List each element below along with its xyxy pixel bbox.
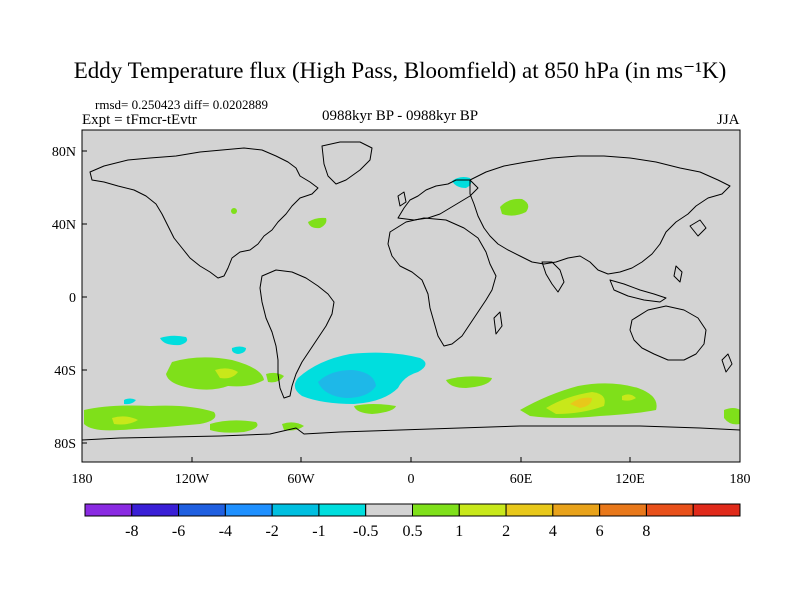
lon-label: 180 [72,472,93,487]
anomaly-south-atlantic-green [446,376,492,388]
anomaly-pacific-cyan-1 [160,335,188,346]
lon-label: 120W [175,472,210,487]
colorbar-box [692,503,741,517]
colorbar-box [505,503,554,517]
season-label: JJA [717,112,740,128]
colorbar-box [365,503,414,517]
colorbar-box [318,503,367,517]
anomaly-southern-ocean-cyan [124,398,136,405]
colorbar-box [412,503,460,517]
anomaly-south-pacific-2 [266,372,284,383]
colorbar-label: 4 [549,523,557,540]
colorbar-label: -1 [312,523,325,540]
plot-title: Eddy Temperature flux (High Pass, Bloomf… [73,58,727,83]
lat-label: 0 [69,291,76,306]
colorbar-label: -6 [172,523,185,540]
colorbar-box [599,503,647,517]
colorbar-box [178,503,226,517]
anomaly-north-atlantic [308,217,327,229]
colorbar-label: -0.5 [353,523,378,540]
colorbar-box [645,503,694,517]
lat-label: 40S [54,364,76,379]
lon-label: 120E [615,472,645,487]
anomaly-pacific-cyan-2 [231,346,246,354]
lat-label: 40N [52,218,76,233]
coast-greenland [321,141,373,185]
anomaly-south-atlantic-green-2 [354,404,396,414]
coast-australia [629,305,707,361]
lat-labels: 80N 40N 0 40S 80S [52,145,76,452]
anomaly-siberia [500,198,529,216]
colorbar-label: 1 [455,523,463,540]
anomaly-na-dot [231,208,237,214]
lon-label: 0 [408,472,415,487]
colorbar: -8 -6 -4 -2 -1 -0.5 0.5 1 2 4 6 8 [84,503,741,540]
coast-madagascar [493,311,503,335]
period-label: 0988kyr BP - 0988kyr BP [322,108,479,124]
anomaly-southern-ocean-west-core [112,416,138,425]
coast-philippines [673,265,683,283]
colorbar-box [84,503,133,517]
colorbar-label: 0.5 [403,523,423,540]
coast-north-america [89,147,319,279]
colorbar-label: 6 [596,523,604,540]
lat-label: 80S [54,437,76,452]
lon-label: 180 [730,472,751,487]
coast-asia [469,155,731,275]
lon-labels: 180 120W 60W 0 60E 120E 180 [72,472,751,487]
colorbar-label: -8 [125,523,138,540]
coast-new-zealand [721,353,733,373]
coastlines [81,141,741,441]
lon-label: 60E [510,472,533,487]
coast-south-america [259,269,335,399]
anomaly-south-atlantic-core [318,370,376,398]
anomaly-southern-ocean-mid [210,420,258,433]
stats-text: rmsd= 0.250423 diff= 0.0202889 [95,97,268,112]
anomaly-south-pacific-core [215,368,238,379]
experiment-label: Expt = tFmcr-tEvtr [82,112,197,128]
coast-antarctica [81,425,741,441]
colorbar-box [224,503,273,517]
anomaly-south-pacific [166,357,264,390]
colorbar-box [131,503,180,517]
colorbar-label: 8 [642,523,650,540]
coast-indonesia [609,279,667,303]
lat-label: 80N [52,145,76,160]
coast-africa [387,217,497,347]
axis-ticks [81,150,741,462]
coast-india [541,261,565,293]
anomaly-southern-indian-peak [570,397,592,408]
colorbar-label: 2 [502,523,510,540]
colorbar-box [458,503,507,517]
coast-uk [397,191,407,207]
anomaly-southern-ocean-mid-2 [282,422,304,431]
anomaly-southern-indian-core-2 [622,394,636,401]
anomaly-southern-ocean-east [724,408,740,425]
colorbar-label: -2 [265,523,278,540]
anomaly-layer [84,177,740,433]
colorbar-label: -4 [219,523,232,540]
colorbar-box [271,503,320,517]
coast-japan [689,219,707,237]
colorbar-box [552,503,601,517]
lon-label: 60W [287,472,315,487]
